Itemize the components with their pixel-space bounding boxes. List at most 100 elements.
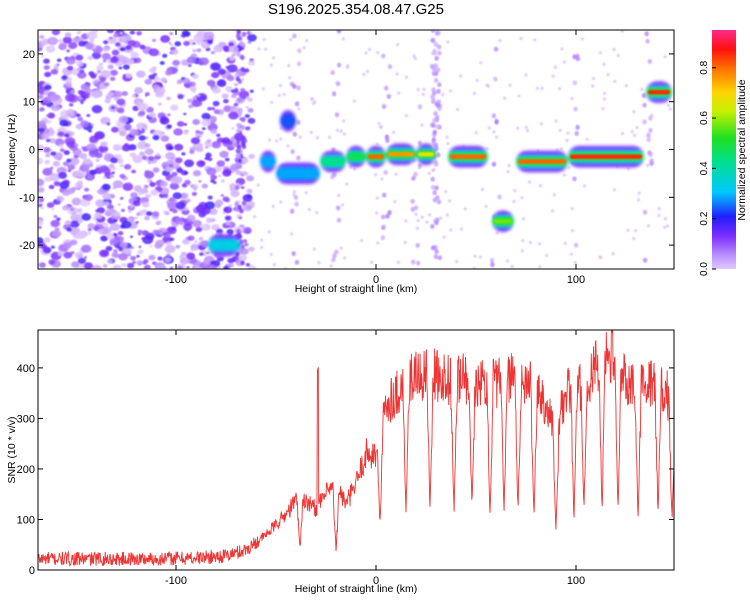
noise-blob: [182, 77, 191, 84]
noise-blob: [80, 101, 84, 105]
noise-faint-blob: [626, 228, 630, 232]
noise-blob: [79, 152, 88, 160]
noise-blob: [53, 181, 61, 187]
noise-blob: [188, 104, 194, 109]
noise-blob: [76, 31, 82, 35]
noise-blob: [155, 239, 165, 247]
noise-blob: [44, 160, 50, 165]
noise-blob: [165, 151, 175, 160]
noise-blob: [66, 227, 73, 232]
noise-faint-blob: [602, 97, 606, 101]
noise-blob: [41, 133, 50, 140]
track-segment-core: [262, 159, 274, 164]
noise-blob: [245, 263, 251, 267]
noise-blob: [234, 83, 239, 87]
noise-faint-blob: [412, 54, 416, 58]
noise-blob: [118, 115, 129, 124]
noise-blob: [119, 46, 126, 52]
noise-blob: [121, 263, 127, 267]
noise-blob: [177, 94, 184, 100]
noise-blob: [187, 235, 195, 241]
noise-faint-blob: [302, 46, 306, 50]
noise-blob: [206, 79, 216, 87]
noise-column-blob: [331, 257, 336, 263]
noise-blob: [247, 265, 257, 269]
noise-blob: [66, 49, 70, 53]
noise-blob: [63, 251, 73, 259]
noise-blob: [152, 211, 160, 217]
noise-blob: [86, 31, 98, 40]
noise-faint-blob: [274, 139, 279, 143]
noise-blob: [151, 38, 157, 42]
noise-faint-blob: [563, 241, 567, 245]
noise-column-blob: [437, 50, 442, 56]
noise-blob: [48, 93, 60, 102]
noise-column-blob: [236, 30, 242, 35]
noise-faint-blob: [352, 99, 356, 103]
noise-blob: [86, 174, 94, 181]
noise-faint-blob: [632, 110, 636, 114]
noise-blob: [95, 199, 106, 207]
noise-blob: [87, 228, 92, 232]
noise-column-blob: [296, 119, 301, 125]
noise-column-blob: [434, 220, 439, 226]
noise-blob: [226, 229, 234, 235]
noise-faint-blob: [636, 198, 641, 202]
noise-column-blob: [434, 55, 439, 61]
noise-blob: [159, 180, 168, 188]
noise-faint-blob: [345, 65, 350, 69]
noise-blob: [77, 257, 87, 264]
noise-blob: [174, 217, 184, 225]
noise-blob: [88, 129, 92, 133]
noise-blob: [49, 127, 53, 131]
noise-blob: [248, 153, 256, 160]
noise-blob: [242, 194, 253, 202]
noise-blob: [119, 241, 128, 248]
noise-faint-blob: [446, 141, 450, 146]
noise-column-blob: [430, 176, 435, 182]
noise-faint-blob: [663, 55, 667, 59]
noise-faint-blob: [663, 217, 667, 221]
noise-faint-blob: [585, 137, 589, 141]
noise-faint-blob: [558, 87, 562, 91]
noise-blob: [164, 195, 168, 199]
noise-blob: [70, 261, 80, 268]
noise-faint-blob: [570, 96, 574, 101]
noise-blob: [143, 264, 151, 269]
noise-blob: [186, 56, 197, 64]
noise-blob: [183, 123, 188, 126]
noise-faint-blob: [519, 36, 523, 41]
noise-column-blob: [240, 55, 245, 61]
noise-faint-blob: [494, 135, 499, 139]
noise-blob: [181, 152, 186, 156]
noise-faint-blob: [297, 107, 301, 111]
noise-column-blob: [241, 31, 247, 37]
noise-faint-blob: [528, 240, 532, 245]
noise-blob: [203, 259, 211, 266]
noise-faint-blob: [335, 81, 339, 86]
snr-y-tick-label: 400: [17, 363, 35, 375]
noise-faint-blob: [264, 47, 268, 51]
noise-blob: [56, 58, 62, 63]
noise-blob: [61, 75, 68, 81]
noise-blob: [129, 205, 134, 209]
noise-faint-blob: [420, 123, 424, 127]
noise-faint-blob: [366, 69, 370, 74]
noise-blob: [160, 35, 171, 43]
noise-column-blob: [336, 62, 342, 68]
spectrogram-x-tick-label: 100: [567, 274, 585, 286]
noise-blob: [173, 128, 183, 136]
noise-column-blob: [644, 31, 649, 37]
noise-column-blob: [334, 112, 340, 118]
noise-faint-blob: [566, 131, 570, 135]
noise-blob: [51, 30, 61, 36]
noise-blob: [48, 259, 56, 265]
noise-blob: [216, 200, 219, 203]
noise-faint-blob: [257, 47, 261, 51]
noise-blob: [109, 223, 121, 232]
noise-blob: [136, 212, 141, 216]
noise-blob: [45, 138, 51, 143]
colorbar-tick-label: 0.8: [699, 60, 710, 74]
noise-faint-blob: [416, 88, 420, 92]
noise-blob: [121, 91, 128, 96]
